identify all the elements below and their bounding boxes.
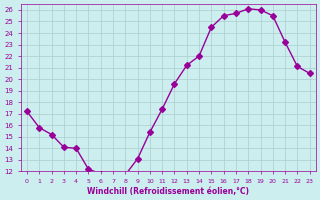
X-axis label: Windchill (Refroidissement éolien,°C): Windchill (Refroidissement éolien,°C) (87, 187, 249, 196)
